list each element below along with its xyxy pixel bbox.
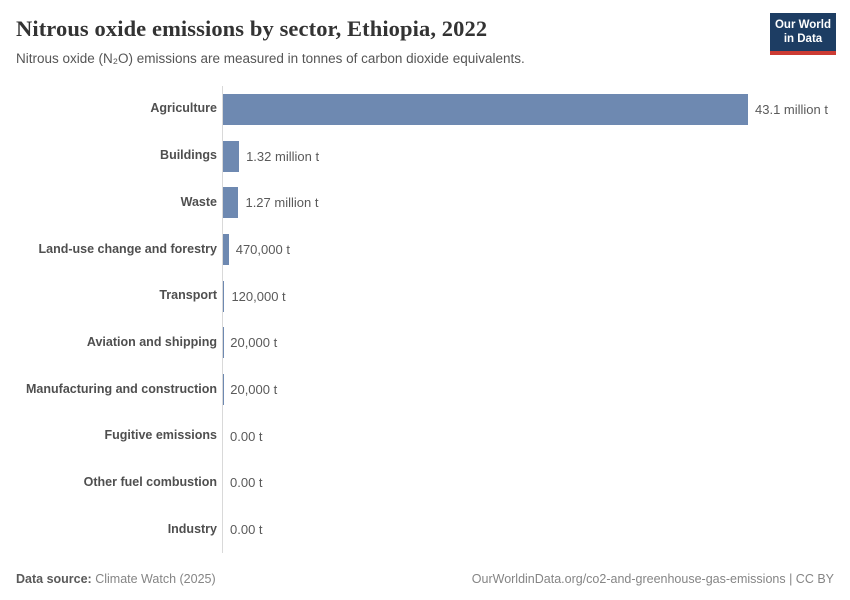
category-label: Buildings (160, 148, 217, 163)
category-label: Aviation and shipping (86, 334, 217, 349)
category-label: Agriculture (150, 101, 217, 116)
chart-row: Aviation and shipping 20,000 t (16, 319, 834, 367)
bar-track: 0.00 t (222, 459, 834, 507)
category-label: Transport (159, 288, 217, 303)
chart-row: Industry 0.00 t (16, 506, 834, 553)
owid-logo[interactable]: Our World in Data (770, 13, 836, 55)
value-label: 20,000 t (230, 381, 278, 397)
chart-row: Transport 120,000 t (16, 272, 834, 320)
bar-track: 0.00 t (222, 412, 834, 460)
chart-row: Land-use change and forestry 470,000 t (16, 226, 834, 273)
bar[interactable] (223, 187, 239, 219)
bar[interactable] (223, 140, 240, 172)
value-label: 120,000 t (231, 288, 286, 304)
chart-row: Other fuel combustion 0.00 t (16, 459, 834, 507)
owid-logo-red-bar (770, 50, 836, 55)
value-label: 43.1 million t (755, 101, 828, 117)
data-source-link[interactable]: Climate Watch (2025) (95, 572, 216, 586)
chart-row: Fugitive emissions 0.00 t (16, 412, 834, 460)
bar-track: 20,000 t (222, 319, 834, 367)
owid-url-license[interactable]: OurWorldinData.org/co2-and-greenhouse-ga… (471, 572, 834, 586)
chart-row: Manufacturing and construction 20,000 t (16, 366, 834, 413)
category-label: Waste (180, 194, 217, 209)
category-label: Other fuel combustion (83, 474, 217, 489)
bar-track: 1.27 million t (222, 179, 834, 227)
chart-footer: Data source: Climate Watch (2025) OurWor… (16, 572, 834, 586)
page-title: Nitrous oxide emissions by sector, Ethio… (16, 16, 488, 41)
value-label: 470,000 t (235, 241, 290, 257)
category-label: Land-use change and forestry (38, 241, 217, 256)
owid-logo-line1: Our World (774, 19, 831, 31)
chart-subtitle: Nitrous oxide (N₂O) emissions are measur… (16, 51, 525, 66)
value-label: 20,000 t (230, 335, 278, 351)
owid-logo-box: Our World in Data (770, 13, 836, 51)
chart-row: Buildings 1.32 million t (16, 132, 834, 180)
value-label: 0.00 t (230, 428, 263, 444)
bar-track: 0.00 t (222, 506, 834, 553)
bar-track: 20,000 t (222, 366, 834, 413)
bar[interactable] (223, 280, 225, 312)
data-source: Data source: Climate Watch (2025) (16, 572, 216, 586)
chart-row: Agriculture 43.1 million t (16, 86, 834, 133)
chart-row: Waste 1.27 million t (16, 179, 834, 227)
bar-track: 1.32 million t (222, 132, 834, 180)
bar-track: 120,000 t (222, 272, 834, 320)
bar-track: 470,000 t (222, 226, 834, 273)
category-label: Manufacturing and construction (26, 381, 217, 396)
value-label: 1.32 million t (246, 148, 320, 164)
value-label: 0.00 t (230, 475, 263, 491)
bar-track: 43.1 million t (222, 86, 834, 133)
bar[interactable] (223, 93, 748, 125)
owid-logo-line2: in Data (783, 33, 823, 46)
chart-header: Nitrous oxide emissions by sector, Ethio… (16, 0, 836, 66)
bar-chart: Agriculture 43.1 million t Buildings 1.3… (16, 86, 834, 553)
value-label: 1.27 million t (245, 195, 319, 211)
value-label: 0.00 t (230, 522, 263, 538)
category-label: Fugitive emissions (104, 428, 217, 443)
category-label: Industry (167, 521, 217, 536)
bar[interactable] (223, 233, 229, 265)
data-source-label: Data source: (16, 572, 92, 586)
